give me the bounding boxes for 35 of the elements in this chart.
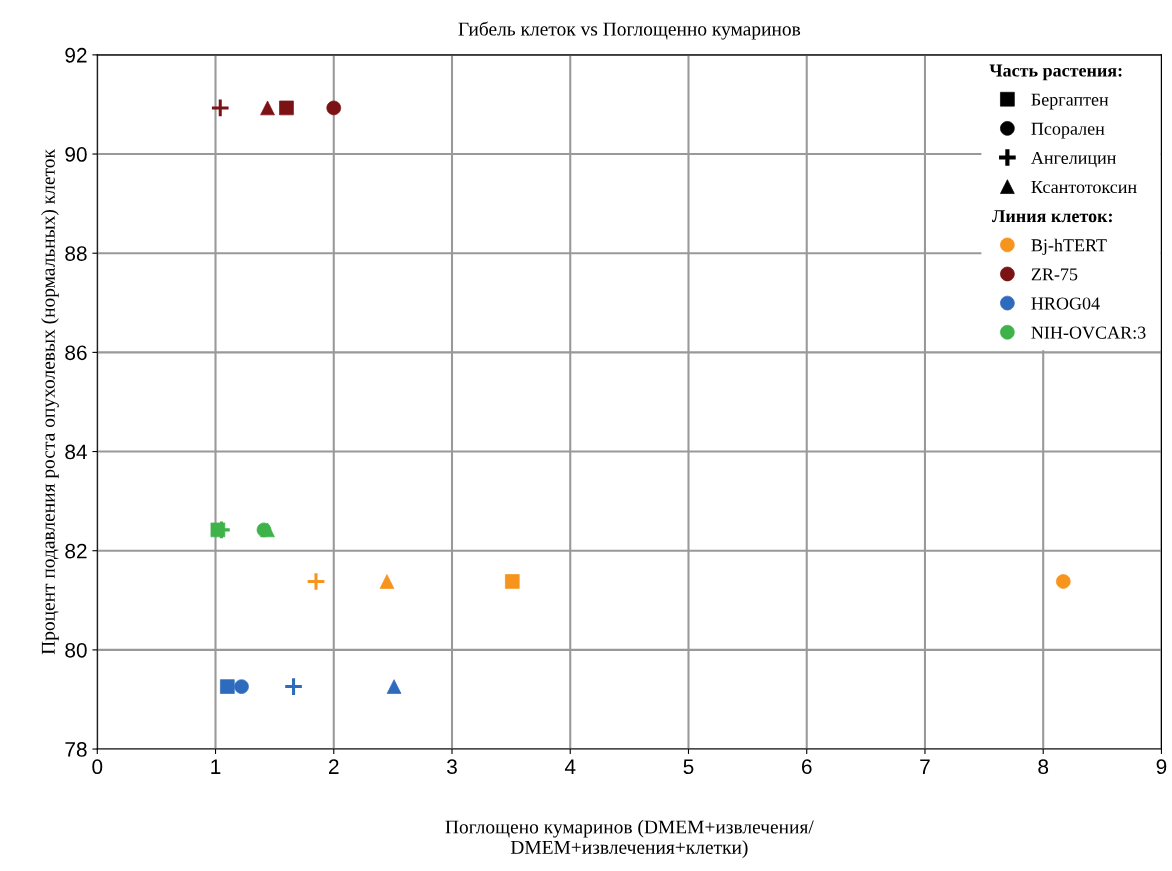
- legend-label: HROG04: [1031, 297, 1100, 310]
- x-tick-label: 0: [92, 759, 103, 775]
- y-tick-label: 82: [65, 543, 87, 559]
- legend-title: Часть растения:: [989, 64, 1122, 81]
- x-tick-label: 6: [801, 759, 812, 775]
- x-axis-title: Поглощено кумаринов (DMEM+извлечения/ DMEM+извлечения+клетки): [445, 819, 814, 858]
- x-tick-label: 9: [1156, 759, 1167, 775]
- y-tick-label: 80: [65, 642, 87, 658]
- x-tick-label: 2: [329, 759, 339, 774]
- y-tick-label: 88: [65, 246, 87, 261]
- y-tick-label: 90: [65, 147, 87, 162]
- y-tick-label: 84: [65, 444, 87, 460]
- legend-label: Ксантотоксин: [1031, 181, 1137, 194]
- legend-label: Ангелицин: [1031, 151, 1116, 168]
- chart-title: Гибель клеток vs Поглощенно кумаринов: [458, 21, 801, 40]
- legend-label: Bj-hTERT: [1031, 238, 1107, 256]
- point: [210, 522, 226, 538]
- point: [210, 98, 231, 118]
- y-axis-title: Процент подавления роста опухолевых (нормальных) клеток: [41, 149, 59, 655]
- x-tick-label: 8: [1038, 759, 1049, 775]
- y-tick-label: 92: [65, 47, 87, 63]
- x-tick-label: 1: [211, 759, 221, 774]
- x-tick-label: 5: [683, 759, 694, 775]
- legend-label: Псорален: [1031, 122, 1105, 139]
- y-tick-label: 78: [65, 742, 87, 757]
- legend-label: Бергаптен: [1031, 93, 1109, 110]
- annotation: Линия клеток:: [992, 210, 1112, 223]
- x-tick-label: 7: [920, 759, 930, 774]
- legend-label: NIH-OVCAR:3: [1031, 326, 1146, 339]
- point: [306, 571, 326, 592]
- x-tick-label: 3: [447, 759, 457, 775]
- point: [283, 676, 304, 697]
- y-tick-label: 86: [65, 345, 87, 361]
- x-tick-label: 4: [564, 759, 576, 774]
- legend-label: ZR-75: [1031, 268, 1078, 281]
